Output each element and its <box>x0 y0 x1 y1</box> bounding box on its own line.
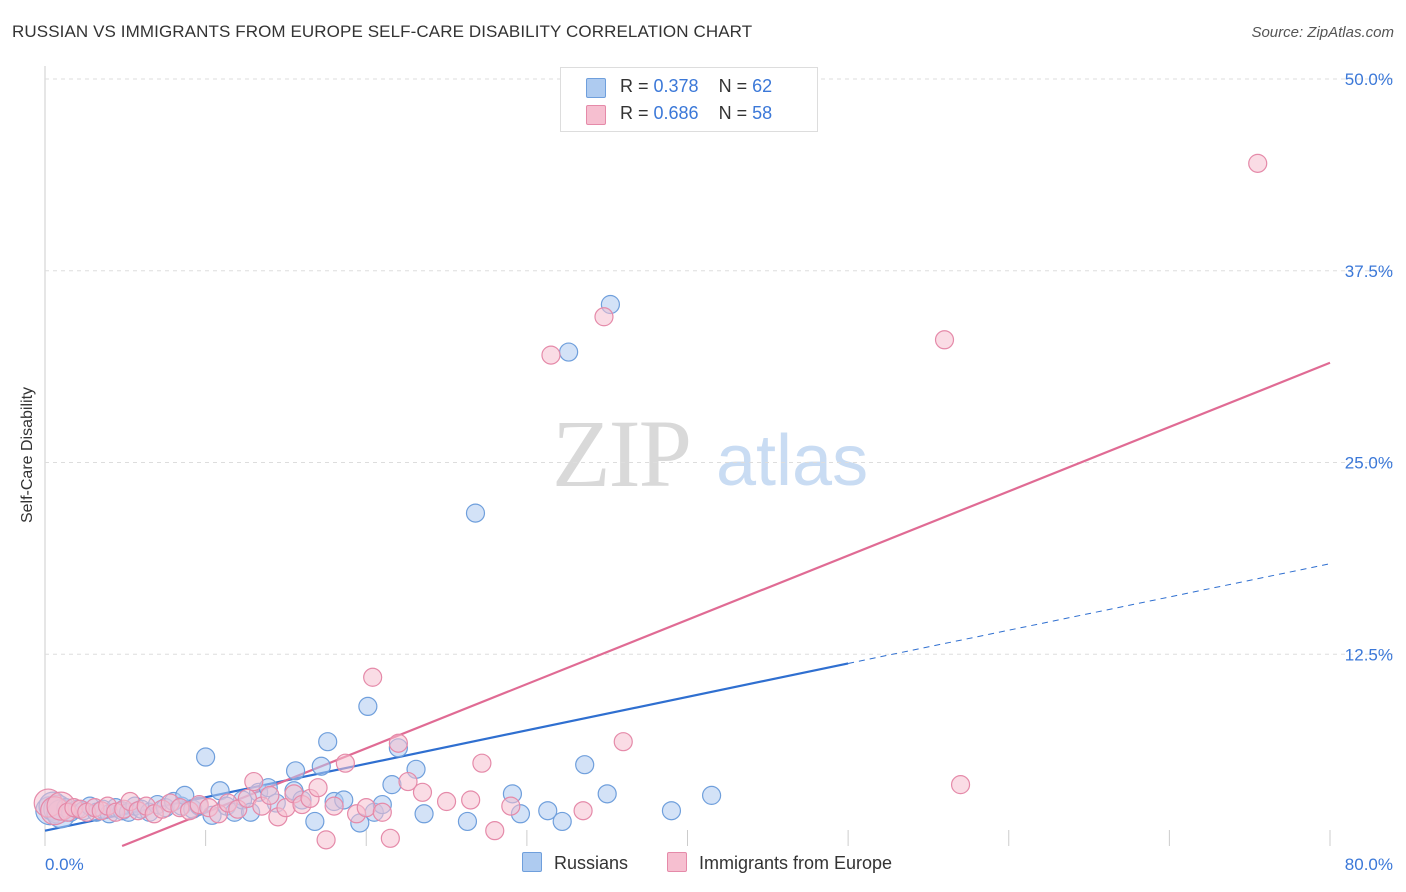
point-europe <box>260 785 280 805</box>
point-europe <box>461 790 481 810</box>
point-europe <box>335 753 355 773</box>
legend-text-europe: R = 0.686 N = 58 <box>620 103 772 124</box>
point-russians <box>661 801 682 821</box>
bottom-legend-swatch-europe <box>667 852 687 872</box>
bottom-legend-swatch-russians <box>522 852 542 872</box>
point-russians <box>318 732 338 752</box>
watermark-zip: ZIP <box>552 400 692 507</box>
point-russians <box>465 503 486 523</box>
legend-n-label: N = <box>718 76 753 96</box>
trend-layer <box>44 361 1331 848</box>
point-russians <box>196 747 216 767</box>
point-europe <box>388 733 408 753</box>
x-tick-label: 0.0% <box>45 855 84 874</box>
legend-n-value: 62 <box>752 76 773 96</box>
legend-r-value: 0.378 <box>653 76 699 96</box>
y-tick-label: 50.0% <box>1345 70 1393 89</box>
point-europe <box>363 667 383 687</box>
point-europe <box>472 753 492 773</box>
legend-swatch-russians <box>586 78 606 98</box>
bottom-legend-russians: Russians <box>522 852 628 874</box>
point-russians <box>305 811 325 832</box>
point-russians <box>552 811 572 832</box>
point-russians <box>285 761 306 781</box>
point-russians <box>457 811 478 832</box>
chart-title: RUSSIAN VS IMMIGRANTS FROM EUROPE SELF-C… <box>12 22 753 41</box>
point-europe <box>308 778 328 798</box>
y-tick-label: 12.5% <box>1345 645 1393 664</box>
point-europe <box>324 796 344 816</box>
bottom-legend-europe: Immigrants from Europe <box>667 852 892 874</box>
point-layer <box>33 153 1268 850</box>
bottom-legend-label-europe: Immigrants from Europe <box>699 853 893 873</box>
point-europe <box>485 821 505 841</box>
point-europe <box>950 775 971 795</box>
point-europe <box>541 345 561 365</box>
source-label: Source: ZipAtlas.com <box>1251 24 1394 41</box>
point-europe <box>573 801 593 821</box>
y-tick-label: 25.0% <box>1345 454 1393 473</box>
point-europe <box>594 307 614 327</box>
point-russians <box>311 756 331 776</box>
point-russians <box>597 784 617 804</box>
point-europe <box>1248 153 1268 173</box>
legend-n-value: 58 <box>752 103 773 123</box>
legend-n-label: N = <box>718 103 753 123</box>
grid-layer <box>44 66 1395 846</box>
point-russians <box>358 696 378 717</box>
point-europe <box>934 330 955 350</box>
point-europe <box>436 791 457 812</box>
point-russians <box>414 804 434 824</box>
y-tick-label: 37.5% <box>1345 262 1393 281</box>
point-europe <box>398 771 418 792</box>
legend-box: R = 0.378 N = 62 R = 0.686 N = 58 <box>560 67 818 132</box>
point-russians <box>575 755 595 775</box>
legend-r-label: R = <box>620 76 654 96</box>
point-russians <box>559 342 579 362</box>
trendline-russians <box>848 563 1331 664</box>
point-europe <box>613 732 633 752</box>
point-europe <box>244 771 264 792</box>
point-russians <box>538 801 558 821</box>
x-tick-label: 80.0% <box>1345 855 1393 874</box>
point-russians <box>382 775 402 795</box>
tick-layer: 12.5% 25.0% 37.5% 50.0% 0.0% 80.0% <box>45 70 1393 874</box>
point-europe <box>380 828 400 848</box>
legend-r-value: 0.686 <box>653 103 699 123</box>
legend-swatch-europe <box>586 105 606 125</box>
point-europe <box>501 796 521 816</box>
legend-text-russians: R = 0.378 N = 62 <box>620 76 772 97</box>
bottom-legend-label-russians: Russians <box>554 853 629 873</box>
point-europe <box>372 802 392 822</box>
legend-r-label: R = <box>620 103 654 123</box>
point-europe <box>412 782 433 802</box>
point-europe <box>356 798 376 818</box>
point-europe <box>316 830 336 850</box>
point-russians <box>701 785 722 805</box>
watermark-atlas: atlas <box>716 421 869 501</box>
